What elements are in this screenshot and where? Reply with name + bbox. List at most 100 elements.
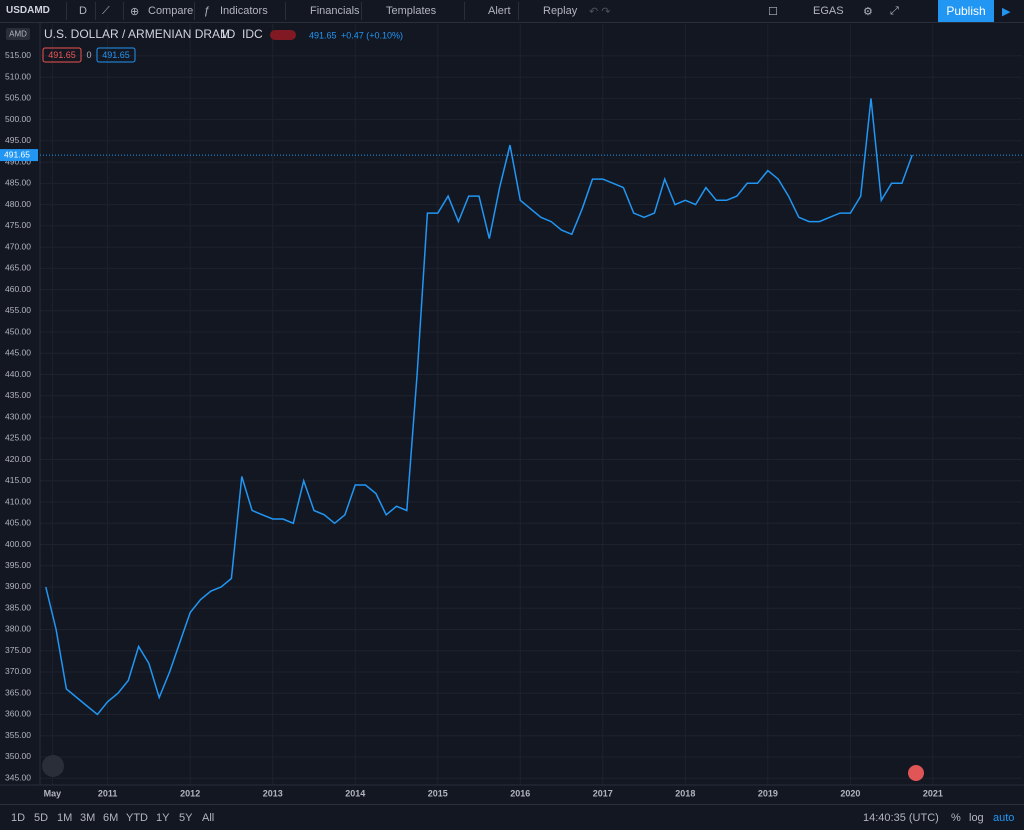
y-tick-label: 395.00 (5, 560, 31, 570)
x-tick-label: 2013 (263, 788, 283, 798)
x-tick-label: May (44, 788, 62, 798)
x-tick-label: 2012 (180, 788, 200, 798)
interval[interactable]: D (79, 5, 87, 17)
clock: 14:40:35 (UTC) (863, 812, 939, 824)
market-status (270, 30, 296, 40)
bid: 491.65 (48, 50, 76, 60)
range-button[interactable]: 3M (80, 812, 96, 824)
indicators[interactable]: Indicators (220, 5, 268, 17)
x-tick-label: 2018 (675, 788, 695, 798)
y-tick-label: 440.00 (5, 369, 31, 379)
x-tick-label: 2015 (428, 788, 448, 798)
y-tick-label: 375.00 (5, 645, 31, 655)
undo[interactable]: ↶ ↷ (589, 6, 611, 18)
y-tick-label: 420.00 (5, 454, 31, 464)
y-tick-label: 415.00 (5, 475, 31, 485)
chart: AMD U.S. DOLLAR / ARMENIAN DRAM 1D IDC 4… (0, 23, 1024, 798)
legend-interval: 1D (220, 27, 236, 41)
y-tick-label: 355.00 (5, 730, 31, 740)
y-tick-label: 460.00 (5, 284, 31, 294)
footer: 1D 5D 1M 3M 6M YTD 1Y 5Y All 14:40:35 (UTC) % lo… (0, 804, 1024, 830)
y-tick-label: 485.00 (5, 178, 31, 188)
x-tick-label: 2021 (923, 788, 943, 798)
currency: AMD (9, 30, 27, 39)
range-button[interactable]: 1Y (156, 812, 170, 824)
y-tick-label: 510.00 (5, 71, 31, 81)
compare-icon: ⊕ (130, 6, 140, 18)
legend-last: 491.65 (309, 30, 337, 40)
bid-box (42, 47, 82, 63)
y-tick-label: 490.00 (5, 156, 31, 166)
y-tick-label: 475.00 (5, 220, 31, 230)
legend-title: U.S. DOLLAR / ARMENIAN DRAM (44, 27, 230, 41)
publish-button[interactable]: Publish (938, 0, 994, 22)
settings[interactable]: ⚙ (863, 6, 873, 18)
y-tick-label: 435.00 (5, 390, 31, 400)
x-tick-label: 2014 (345, 788, 365, 798)
percent-toggle[interactable]: % (951, 812, 961, 824)
y-tick-label: 385.00 (5, 602, 31, 612)
y-tick-label: 465.00 (5, 263, 31, 273)
y-tick-label: 345.00 (5, 772, 31, 782)
y-tick-label: 480.00 (5, 199, 31, 209)
y-tick-label: 370.00 (5, 666, 31, 676)
currency-badge (6, 28, 30, 40)
range-button[interactable]: 6M (103, 812, 119, 824)
y-tick-label: 360.00 (5, 709, 31, 719)
y-tick-label: 515.00 (5, 50, 31, 60)
y-tick-label: 425.00 (5, 433, 31, 443)
symbol[interactable]: USDAMD (6, 5, 50, 16)
compare[interactable]: Compare (148, 5, 194, 17)
range-button[interactable]: 1M (57, 812, 73, 824)
y-tick-label: 505.00 (5, 93, 31, 103)
event-flag[interactable] (908, 765, 924, 781)
y-tick-label: 450.00 (5, 326, 31, 336)
legend-change: +0.47 (+0.10%) (341, 30, 403, 40)
y-tick-label: 470.00 (5, 241, 31, 251)
y-tick-label: 410.00 (5, 496, 31, 506)
layout-name[interactable]: EGAS (813, 5, 844, 17)
range-button[interactable]: YTD (126, 812, 148, 824)
fullscreen[interactable]: ⤢ (890, 5, 899, 17)
play[interactable]: ▶ (1002, 6, 1011, 18)
range-button[interactable]: All (202, 812, 215, 824)
y-tick-label: 445.00 (5, 348, 31, 358)
x-tick-label: 2020 (840, 788, 860, 798)
y-tick-label: 500.00 (5, 114, 31, 124)
y-tick-label: 380.00 (5, 624, 31, 634)
indicators-icon: ƒ (204, 5, 211, 17)
toolbar: USDAMD D ⟋ ⊕ Compare ƒ Indicators Financ… (0, 0, 1024, 23)
range-button[interactable]: 1D (11, 812, 26, 824)
x-tick-label: 2019 (758, 788, 778, 798)
fullscreen-box[interactable]: ☐ (768, 6, 778, 18)
templates[interactable]: Templates (386, 5, 437, 17)
ask-box (96, 47, 136, 63)
last-price-tag (0, 149, 38, 162)
x-tick-label: 2011 (98, 788, 118, 798)
range-button[interactable]: 5Y (179, 812, 193, 824)
range-button[interactable]: 5D (34, 812, 49, 824)
ask: 491.65 (102, 50, 130, 60)
y-tick-label: 455.00 (5, 305, 31, 315)
x-tick-label: 2017 (593, 788, 613, 798)
legend-source: IDC (242, 27, 263, 41)
y-tick-label: 430.00 (5, 411, 31, 421)
financials[interactable]: Financials (310, 5, 360, 17)
log-toggle[interactable]: log (969, 812, 984, 824)
auto-toggle[interactable]: auto (993, 812, 1015, 824)
replay[interactable]: Replay (543, 5, 578, 17)
y-tick-label: 400.00 (5, 539, 31, 549)
x-tick-label: 2016 (510, 788, 530, 798)
last-price-label: 491.65 (4, 149, 30, 159)
price-line (45, 98, 913, 716)
alert[interactable]: Alert (488, 5, 511, 17)
y-tick-label: 365.00 (5, 687, 31, 697)
y-tick-label: 495.00 (5, 135, 31, 145)
spread: 0 (86, 50, 91, 60)
logo[interactable] (42, 755, 64, 777)
y-tick-label: 405.00 (5, 518, 31, 528)
y-tick-label: 390.00 (5, 581, 31, 591)
y-tick-label: 350.00 (5, 751, 31, 761)
chart-style[interactable]: ⟋ (102, 5, 110, 17)
